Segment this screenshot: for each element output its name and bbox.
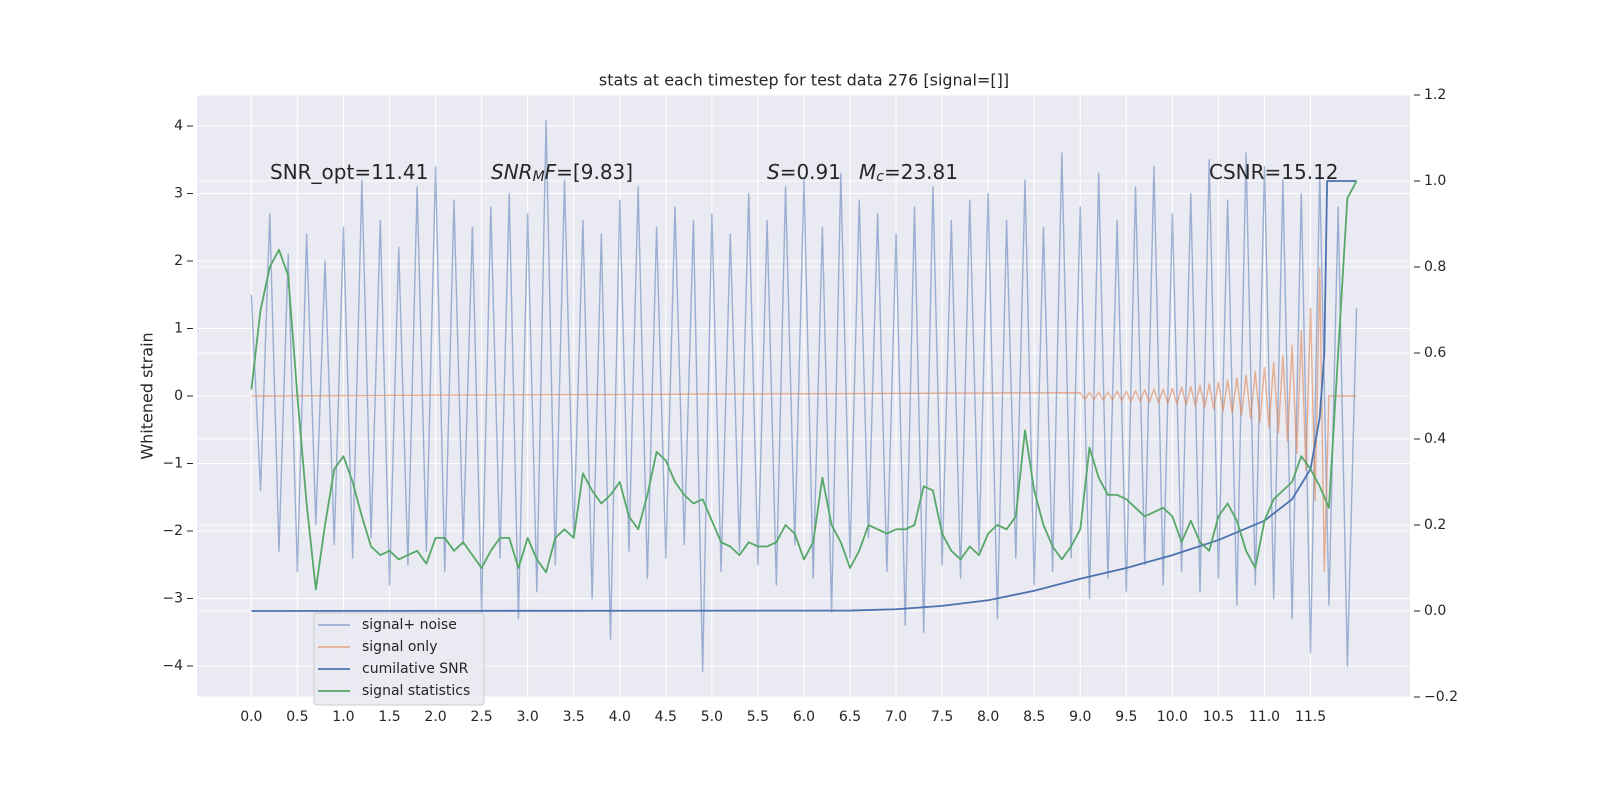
y2-tick-label: 0.8 xyxy=(1424,259,1446,275)
annotation-part: M xyxy=(859,160,876,184)
x-tick-label: 11.5 xyxy=(1295,709,1326,725)
x-tick-label: 1.5 xyxy=(378,709,400,725)
legend: signal+ noise signal only cumilative SNR si… xyxy=(313,612,485,706)
annotation-part: =[9.83] xyxy=(556,160,633,184)
annotation: S=0.91 xyxy=(767,160,841,184)
annotation: CSNR=15.12 xyxy=(1209,160,1339,184)
y2-tick-label: 0.4 xyxy=(1424,431,1446,447)
y2-tick-label: 0.6 xyxy=(1424,345,1446,361)
x-tick-label: 10.0 xyxy=(1157,709,1188,725)
plot-marks xyxy=(250,119,1358,673)
x-tick-label: 4.0 xyxy=(609,709,631,725)
x-tick-label: 4.5 xyxy=(655,709,677,725)
x-tick-label: 9.5 xyxy=(1115,709,1137,725)
legend-label: signal+ noise xyxy=(362,617,457,633)
x-tick-label: 8.5 xyxy=(1023,709,1045,725)
legend-label: signal only xyxy=(362,639,437,655)
x-tick-label: 11.0 xyxy=(1249,709,1280,725)
y-tick-label: −4 xyxy=(162,658,183,674)
x-tick-label: 9.0 xyxy=(1069,709,1091,725)
y-tick-label: −1 xyxy=(162,455,183,471)
grid xyxy=(197,94,1410,698)
x-tick-label: 8.0 xyxy=(977,709,999,725)
y-tick-label: 1 xyxy=(174,321,183,337)
y-tick-label: 0 xyxy=(174,388,183,404)
x-tick-label: 5.5 xyxy=(747,709,769,725)
x-tick-label: 6.5 xyxy=(839,709,861,725)
overlay: SNR_opt=11.41 SNRMF=[9.83] S=0.91 Mc=23.81 C… xyxy=(270,160,1339,186)
y2-tick-label: 0.0 xyxy=(1424,603,1446,619)
x-tick-label: 7.0 xyxy=(885,709,907,725)
x-tick-label: 1.0 xyxy=(332,709,354,725)
y-axis-label: Whitened strain xyxy=(138,332,157,459)
legend-label: cumilative SNR xyxy=(362,661,469,677)
annotation-part: M xyxy=(533,169,545,185)
annotation-part: c xyxy=(876,169,884,185)
annotation-part: =0.91 xyxy=(780,160,841,184)
annotation-part: F xyxy=(545,160,557,184)
series-line xyxy=(251,267,1357,573)
y2-tick-label: 1.0 xyxy=(1424,173,1446,189)
y2-tick-label: −0.2 xyxy=(1424,689,1458,705)
y2-tick-label: 1.2 xyxy=(1424,87,1446,103)
y-tick-label: −2 xyxy=(162,523,183,539)
x-tick-label: 10.5 xyxy=(1203,709,1234,725)
x-tick-label: 6.0 xyxy=(793,709,815,725)
annotation-part: SNR xyxy=(491,160,533,184)
series-line xyxy=(250,180,1358,591)
annotation-part: =23.81 xyxy=(884,160,958,184)
annotation-part: SNR_opt=11.41 xyxy=(270,160,428,184)
y-tick-label: 3 xyxy=(174,186,183,202)
annotation-part: CSNR=15.12 xyxy=(1209,160,1339,184)
annotation: SNRMF=[9.83] xyxy=(491,160,633,186)
x-tick-label: 3.5 xyxy=(563,709,585,725)
y2-tick-label: 0.2 xyxy=(1424,517,1446,533)
x-tick-label: 3.0 xyxy=(517,709,539,725)
y-tick-label: −3 xyxy=(162,590,183,606)
legend-box xyxy=(313,612,485,706)
annotation-part: S xyxy=(767,160,780,184)
y-tick-label: 2 xyxy=(174,253,183,269)
annotation: SNR_opt=11.41 xyxy=(270,160,428,184)
x-tick-label: 0.0 xyxy=(240,709,262,725)
x-tick-label: 2.5 xyxy=(470,709,492,725)
x-tick-label: 0.5 xyxy=(286,709,308,725)
annotation: Mc=23.81 xyxy=(859,160,958,186)
x-tick-label: 2.0 xyxy=(424,709,446,725)
chart-title: stats at each timestep for test data 276… xyxy=(599,71,1009,90)
x-tick-label: 5.0 xyxy=(701,709,723,725)
legend-label: signal statistics xyxy=(362,683,470,699)
series-line xyxy=(250,119,1358,673)
y-tick-label: 4 xyxy=(174,118,183,134)
series-line xyxy=(251,180,1357,612)
x-tick-label: 7.5 xyxy=(931,709,953,725)
